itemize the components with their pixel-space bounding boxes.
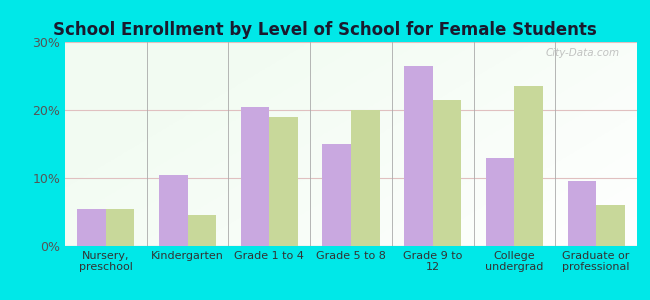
Text: School Enrollment by Level of School for Female Students: School Enrollment by Level of School for… (53, 21, 597, 39)
Bar (322, 144, 351, 246)
Bar (404, 66, 433, 246)
Bar (514, 86, 543, 246)
Bar (188, 215, 216, 246)
Bar (596, 205, 625, 246)
Bar (159, 175, 188, 246)
Bar (269, 117, 298, 246)
Bar (567, 182, 596, 246)
Bar (240, 106, 269, 246)
Bar (77, 208, 106, 246)
Bar (106, 208, 135, 246)
Bar (433, 100, 462, 246)
Bar (486, 158, 514, 246)
Text: City-Data.com: City-Data.com (546, 48, 620, 58)
Bar (351, 110, 380, 246)
